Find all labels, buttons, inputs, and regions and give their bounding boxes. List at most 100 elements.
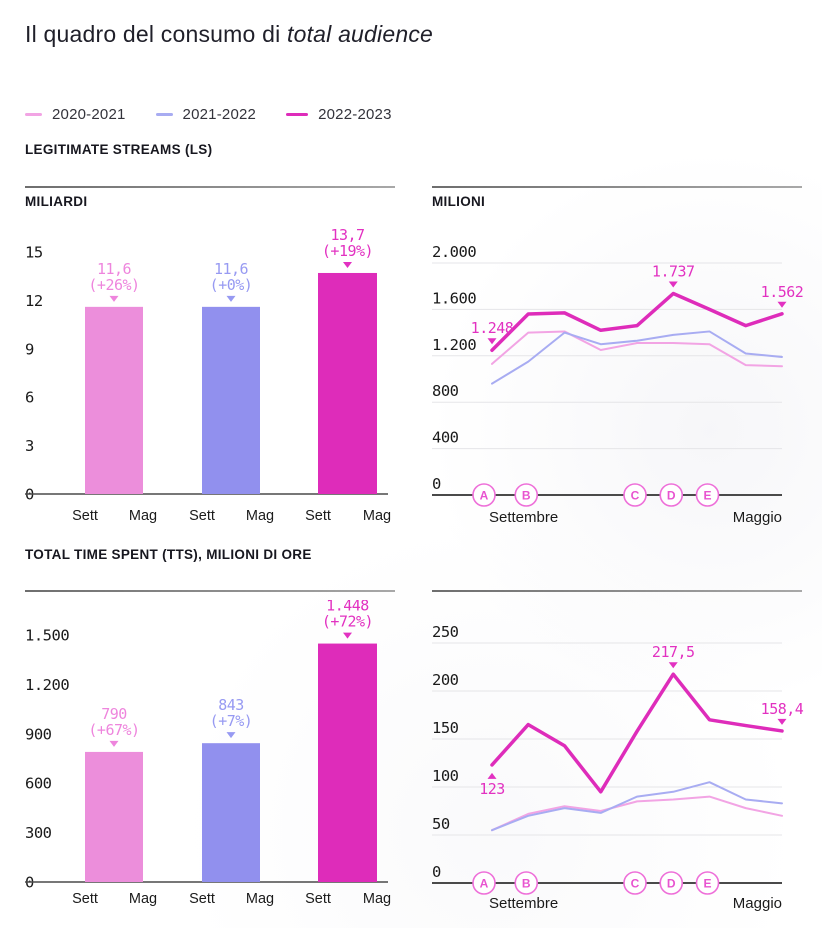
x-tick-label: Sett — [189, 508, 215, 524]
y-tick-label: 1.600 — [432, 289, 476, 307]
triangle-down-icon — [343, 261, 352, 268]
bar-value-label: 11,6 — [97, 260, 132, 278]
bar-delta-label: (+0%) — [210, 276, 253, 294]
bar-2020-2021 — [85, 306, 143, 494]
triangle-down-icon — [226, 732, 236, 739]
bar-value-label: 13,7 — [330, 226, 364, 244]
section-divider — [25, 186, 395, 188]
x-tick-label: Sett — [305, 891, 331, 907]
bar-value-label: 790 — [101, 705, 127, 723]
point-value-label: 123 — [479, 780, 505, 798]
bar-delta-label: (+7%) — [210, 712, 253, 730]
legend-swatch — [155, 113, 173, 116]
axis-marker-letter: D — [667, 489, 676, 503]
y-tick-label: 2.000 — [432, 243, 476, 261]
axis-marker-letter: B — [522, 877, 531, 891]
section-heading-ls: LEGITIMATE STREAMS (LS) — [25, 142, 213, 157]
bar-2021-2022 — [202, 306, 260, 494]
line-series-2021-2022 — [491, 781, 783, 832]
y-tick-label: 1.200 — [25, 676, 69, 694]
line-series-2021-2022 — [491, 330, 783, 385]
section-divider — [432, 186, 802, 188]
section-heading-tts: TOTAL TIME SPENT (TTS), MILIONI DI ORE — [25, 547, 312, 562]
x-tick-label: Mag — [246, 891, 274, 907]
point-value-label: 217,5 — [652, 643, 695, 661]
axis-marker-C — [623, 483, 647, 507]
legend-item-2020-2021: 2020-2021 — [25, 106, 126, 123]
point-value-label: 1.737 — [652, 263, 695, 281]
bar-delta-label: (+72%) — [322, 613, 373, 631]
x-tick-label: Sett — [72, 891, 98, 907]
axis-marker-E — [695, 483, 720, 507]
triangle-down-icon — [668, 662, 678, 669]
x-tick-label: Mag — [129, 891, 157, 907]
bar-delta-label: (+67%) — [88, 721, 139, 739]
bar-2022-2023 — [318, 643, 377, 882]
triangle-down-icon — [109, 295, 119, 302]
y-tick-label: 800 — [432, 382, 459, 400]
line-series-2020-2021 — [491, 795, 783, 832]
axis-marker-C — [623, 871, 647, 895]
y-tick-label: 150 — [432, 719, 459, 737]
x-tick-label: Mag — [246, 508, 274, 524]
chart-legend: 2020-2021 2021-2022 2022-2023 — [25, 106, 392, 123]
unit-label-milioni: MILIONI — [432, 194, 486, 209]
axis-marker-A — [472, 483, 496, 507]
axis-marker-letter: A — [480, 877, 489, 891]
triangle-down-icon — [109, 740, 119, 747]
tts-bar-chart: 03006009001.2001.500790(+67%)843(+7%)1.4… — [25, 597, 395, 917]
y-tick-label: 6 — [25, 389, 34, 407]
triangle-up-icon — [487, 772, 497, 779]
y-tick-label: 300 — [25, 824, 52, 842]
axis-marker-B — [514, 483, 539, 507]
axis-marker-letter: D — [667, 877, 676, 891]
bar-2020-2021 — [85, 751, 143, 882]
axis-marker-D — [659, 871, 684, 895]
axis-marker-E — [695, 871, 720, 895]
line-series-2020-2021 — [491, 330, 783, 368]
y-tick-label: 1.200 — [432, 336, 476, 354]
x-tick-label: Sett — [189, 891, 215, 907]
page-title: Il quadro del consumo di total audience — [25, 21, 433, 48]
axis-marker-letter: E — [703, 489, 711, 503]
y-tick-label: 600 — [25, 775, 52, 793]
page-title-emphasis: total audience — [287, 21, 434, 48]
ls-bar-chart: 0369121511,6(+26%)11,6(+0%)13,7(+19%)Set… — [25, 224, 395, 541]
point-value-label: 158,4 — [761, 700, 804, 718]
axis-marker-B — [514, 871, 539, 895]
y-tick-label: 3 — [25, 437, 34, 455]
tts-line-chart: 0 50 100 150 200 250 123 217,5 158,4 A B C D E Settemb… — [432, 600, 810, 920]
line-series-2022-2023 — [490, 672, 784, 794]
point-value-label: 1.248 — [471, 319, 514, 337]
axis-marker-letter: A — [480, 489, 489, 503]
y-tick-label: 250 — [432, 623, 459, 641]
point-value-label: 1.562 — [761, 283, 804, 301]
y-tick-label: 15 — [25, 244, 43, 262]
y-tick-label: 12 — [25, 292, 43, 310]
ls_bar-svg: 0369121511,6(+26%)11,6(+0%)13,7(+19%)Set… — [25, 226, 391, 524]
x-label-end: Maggio — [733, 509, 782, 526]
x-tick-label: Sett — [305, 508, 331, 524]
triangle-down-icon — [777, 718, 787, 725]
y-tick-label: 900 — [25, 725, 52, 743]
triangle-down-icon — [777, 301, 787, 308]
triangle-down-icon — [487, 338, 497, 345]
page-title-text: Il quadro del consumo di — [25, 21, 287, 48]
bar-2021-2022 — [202, 743, 260, 882]
axis-marker-letter: C — [631, 489, 640, 503]
x-label-start: Settembre — [489, 895, 558, 912]
y-tick-label: 50 — [432, 815, 450, 833]
bar-2022-2023 — [318, 272, 377, 494]
x-label-start: Settembre — [489, 509, 558, 526]
unit-label-miliardi: MILIARDI — [25, 194, 88, 209]
ls-line-chart: 0 400 800 1.200 1.600 2.000 1.248 1.737 1.562 A B C… — [432, 224, 810, 544]
ls_line-svg: 0 400 800 1.200 1.600 2.000 1.248 1.737 1.562 A B C… — [432, 243, 804, 526]
legend-swatch — [286, 112, 309, 117]
tts_bar-svg: 03006009001.2001.500790(+67%)843(+7%)1.4… — [25, 597, 391, 907]
bar-value-label: 11,6 — [214, 260, 249, 278]
triangle-down-icon — [343, 632, 352, 639]
x-tick-label: Sett — [72, 508, 98, 524]
legend-label: 2022-2023 — [318, 106, 392, 123]
x-label-end: Maggio — [733, 895, 782, 912]
